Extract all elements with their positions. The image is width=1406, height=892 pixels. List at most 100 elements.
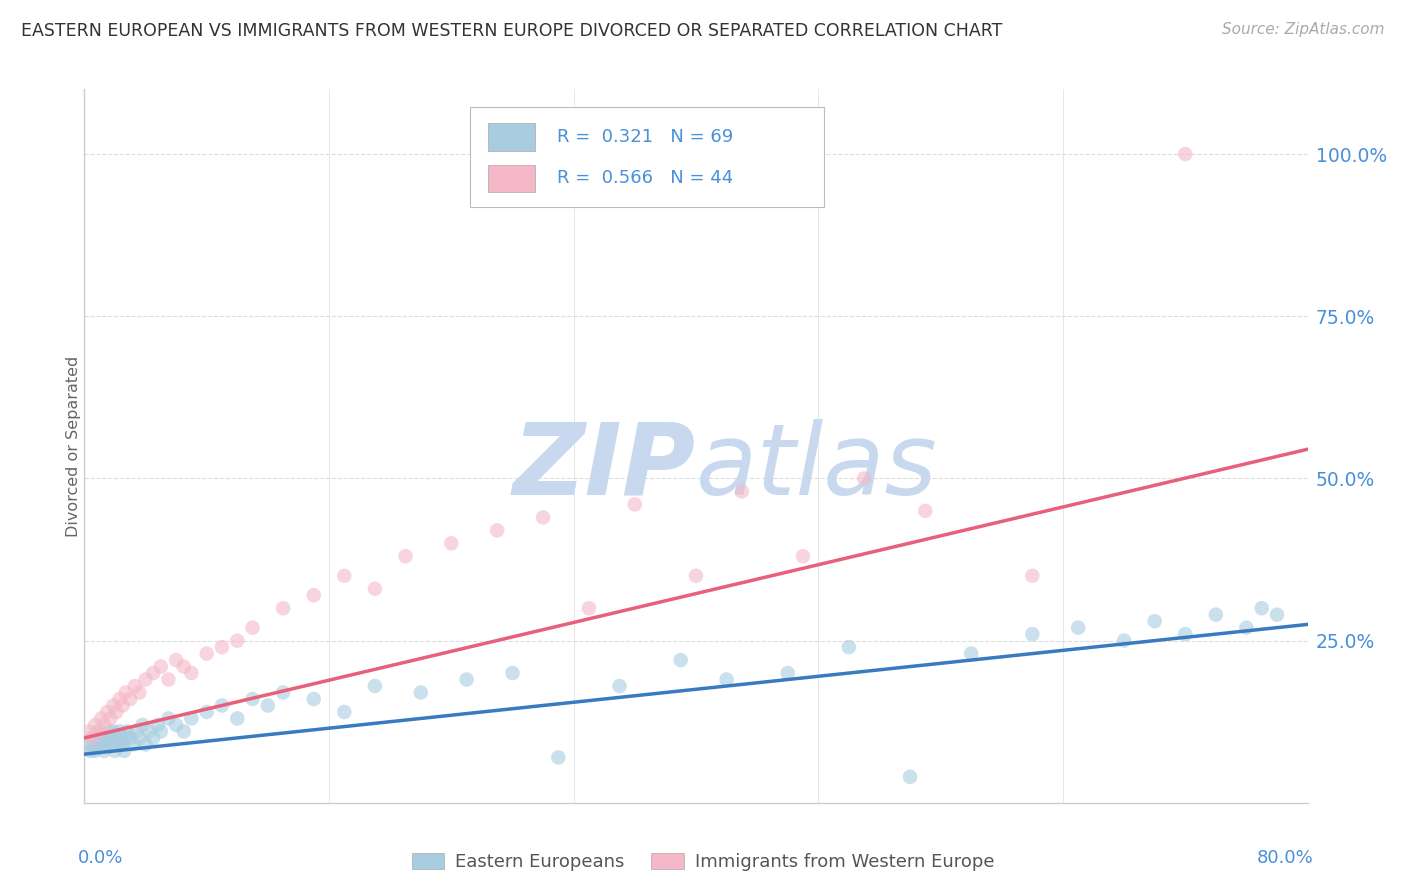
Point bbox=[1250, 601, 1272, 615]
Point bbox=[80, 731, 103, 745]
Point bbox=[547, 750, 569, 764]
Point bbox=[138, 724, 160, 739]
Point bbox=[131, 718, 153, 732]
Text: atlas: atlas bbox=[696, 419, 938, 516]
Text: EASTERN EUROPEAN VS IMMIGRANTS FROM WESTERN EUROPE DIVORCED OR SEPARATED CORRELA: EASTERN EUROPEAN VS IMMIGRANTS FROM WEST… bbox=[21, 22, 1002, 40]
Bar bbox=[488, 165, 534, 192]
Point bbox=[104, 744, 127, 758]
Point bbox=[456, 673, 478, 687]
Point bbox=[531, 510, 554, 524]
Point bbox=[142, 731, 165, 745]
Y-axis label: Divorced or Separated: Divorced or Separated bbox=[66, 355, 80, 537]
Point bbox=[146, 718, 169, 732]
Point bbox=[1205, 607, 1227, 622]
Point bbox=[271, 601, 294, 615]
Point bbox=[120, 731, 142, 745]
Point bbox=[914, 504, 936, 518]
Point bbox=[128, 685, 150, 699]
Point bbox=[124, 679, 146, 693]
Point bbox=[211, 640, 233, 654]
Bar bbox=[488, 123, 534, 151]
Point bbox=[84, 718, 107, 732]
Point bbox=[103, 724, 125, 739]
Text: R =  0.566   N = 44: R = 0.566 N = 44 bbox=[557, 169, 733, 187]
Point bbox=[96, 705, 118, 719]
Point bbox=[960, 647, 983, 661]
Point bbox=[242, 692, 264, 706]
Text: R =  0.321   N = 69: R = 0.321 N = 69 bbox=[557, 128, 733, 146]
Point bbox=[173, 659, 195, 673]
Point bbox=[394, 549, 416, 564]
Point bbox=[135, 673, 157, 687]
Point bbox=[731, 484, 754, 499]
Point bbox=[108, 692, 131, 706]
Point bbox=[84, 744, 107, 758]
Point bbox=[108, 724, 131, 739]
Point bbox=[115, 724, 138, 739]
Text: ZIP: ZIP bbox=[513, 419, 696, 516]
Point bbox=[111, 698, 134, 713]
Point bbox=[77, 724, 100, 739]
Point bbox=[1067, 621, 1090, 635]
Point bbox=[302, 692, 325, 706]
Point bbox=[80, 731, 103, 745]
Point bbox=[364, 582, 387, 596]
Point bbox=[624, 497, 647, 511]
Point bbox=[112, 744, 135, 758]
Point bbox=[114, 685, 136, 699]
Text: Source: ZipAtlas.com: Source: ZipAtlas.com bbox=[1222, 22, 1385, 37]
Point bbox=[93, 718, 115, 732]
Point bbox=[157, 673, 180, 687]
Point bbox=[142, 666, 165, 681]
Point bbox=[271, 685, 294, 699]
Point bbox=[1174, 627, 1197, 641]
Point bbox=[1143, 614, 1166, 628]
Point bbox=[114, 731, 136, 745]
Point bbox=[173, 724, 195, 739]
Point bbox=[101, 738, 124, 752]
Point bbox=[1021, 568, 1043, 582]
Point bbox=[302, 588, 325, 602]
Point bbox=[1114, 633, 1136, 648]
Point bbox=[96, 738, 118, 752]
Point bbox=[1236, 621, 1258, 635]
Bar bbox=[470, 107, 824, 207]
Point bbox=[333, 568, 356, 582]
Text: 0.0%: 0.0% bbox=[79, 849, 124, 867]
Point bbox=[1174, 147, 1197, 161]
Point bbox=[90, 711, 112, 725]
Point bbox=[853, 471, 876, 485]
Point bbox=[486, 524, 509, 538]
Point bbox=[578, 601, 600, 615]
Point bbox=[149, 659, 172, 673]
Point bbox=[111, 738, 134, 752]
Point bbox=[79, 744, 101, 758]
Point bbox=[128, 731, 150, 745]
Point bbox=[86, 731, 108, 745]
Point bbox=[90, 731, 112, 745]
Point bbox=[97, 724, 120, 739]
Point bbox=[502, 666, 524, 681]
Point bbox=[103, 698, 125, 713]
Point bbox=[93, 744, 115, 758]
Point bbox=[1021, 627, 1043, 641]
Point bbox=[685, 568, 707, 582]
Point bbox=[107, 738, 129, 752]
Point bbox=[157, 711, 180, 725]
Point bbox=[89, 724, 111, 739]
Text: 80.0%: 80.0% bbox=[1257, 849, 1313, 867]
Point bbox=[87, 738, 110, 752]
Point bbox=[76, 738, 98, 752]
Point bbox=[87, 724, 110, 739]
Point bbox=[838, 640, 860, 654]
Point bbox=[333, 705, 356, 719]
Point bbox=[105, 731, 128, 745]
Point bbox=[226, 711, 249, 725]
Point bbox=[716, 673, 738, 687]
Point bbox=[776, 666, 799, 681]
Point bbox=[669, 653, 692, 667]
Legend: Eastern Europeans, Immigrants from Western Europe: Eastern Europeans, Immigrants from Weste… bbox=[405, 846, 1001, 879]
Point bbox=[98, 711, 121, 725]
Point bbox=[898, 770, 921, 784]
Point bbox=[180, 711, 202, 725]
